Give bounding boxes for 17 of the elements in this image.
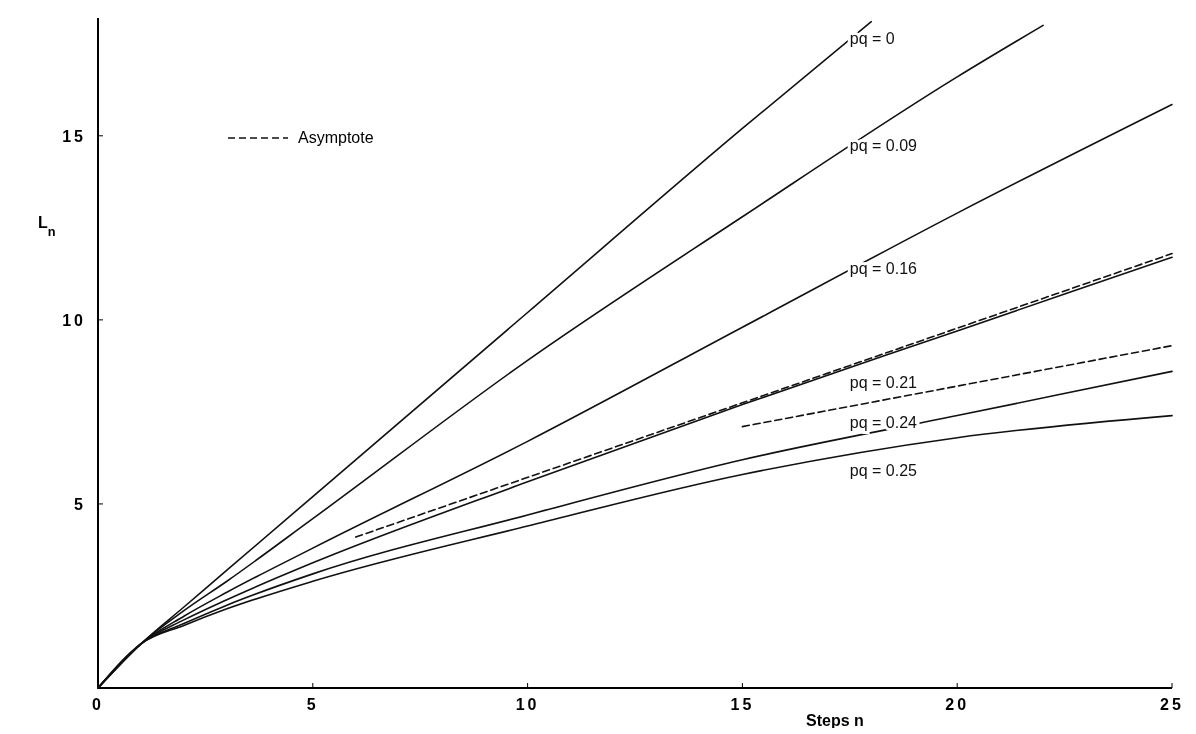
x-tick-label: 10 xyxy=(515,696,540,713)
x-tick-label: 5 xyxy=(306,696,319,713)
y-tick-label: 15 xyxy=(62,127,86,145)
series-label: pq = 0 xyxy=(849,29,895,47)
y-axis-title: L$_{n}$ xyxy=(38,213,56,239)
series-label: pq = 0.16 xyxy=(849,260,918,278)
legend-label: Asymptote xyxy=(298,129,374,146)
y-tick-label: 10 xyxy=(62,311,86,329)
y-tick-label: 5 xyxy=(74,495,86,513)
series-label: pq = 0.09 xyxy=(849,137,918,155)
series-label: pq = 0.21 xyxy=(849,373,918,391)
series-label: pq = 0.24 xyxy=(849,413,918,431)
x-tick-label: 25 xyxy=(1160,696,1184,713)
x-tick-label: 15 xyxy=(730,696,755,713)
x-tick-label: 0 xyxy=(92,696,104,713)
x-tick-label: 20 xyxy=(945,696,970,713)
series-label: pq = 0.25 xyxy=(849,462,918,480)
